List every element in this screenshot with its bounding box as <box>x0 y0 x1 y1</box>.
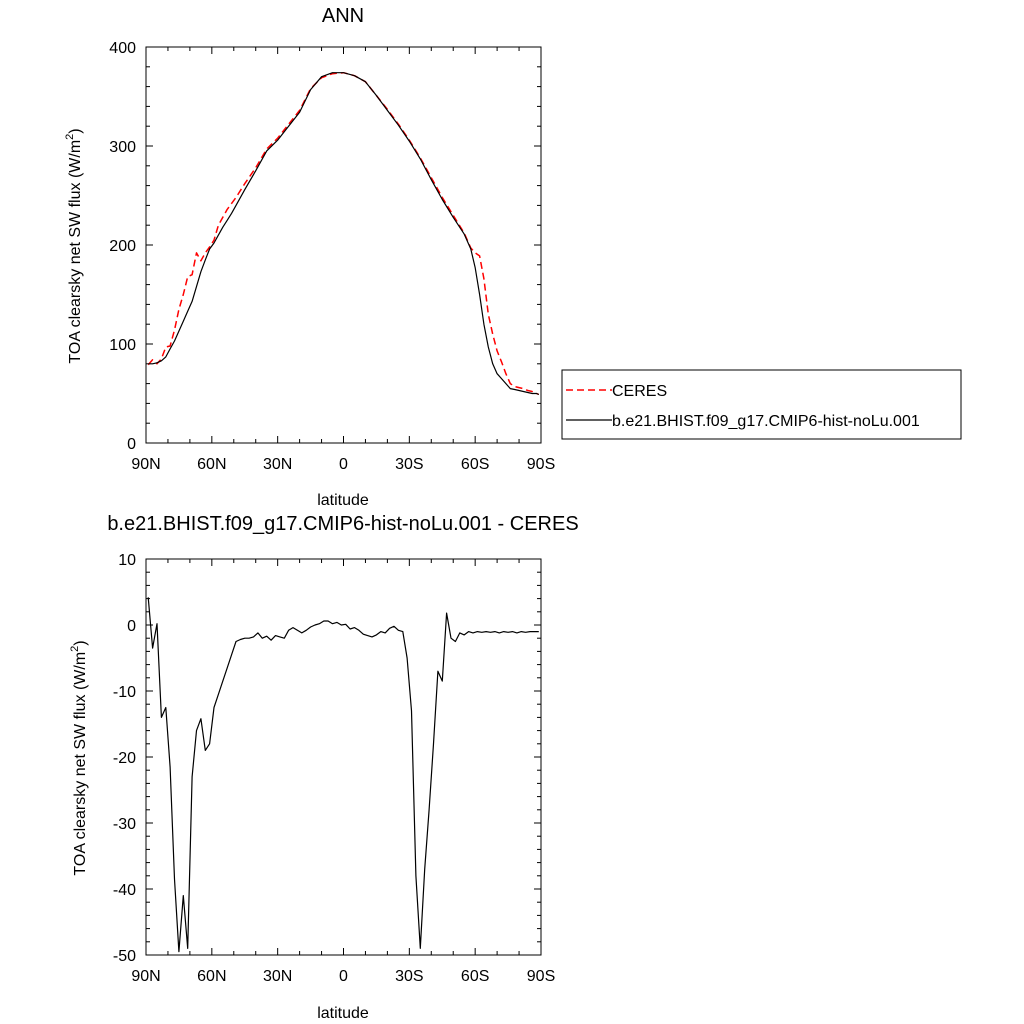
y-tick-label: 300 <box>109 139 136 156</box>
y-tick-label: -20 <box>113 750 136 767</box>
x-tick-label: 0 <box>339 968 348 985</box>
x-tick-label: 60S <box>461 456 489 473</box>
climatology-panel: ANN 90N 60N 30N 0 30S 60S 90S 0 100 200 300 400 lat… <box>64 5 962 509</box>
chart-title: ANN <box>322 5 364 27</box>
y-tick-label: 100 <box>109 337 136 354</box>
series-lines <box>147 71 540 396</box>
y-tick-label: -30 <box>113 816 136 833</box>
y-axis-label: TOA clearsky net SW flux (W/m2) <box>64 128 84 363</box>
legend-box <box>561 369 962 440</box>
difference-series-lines <box>147 597 539 953</box>
x-tick-label: 30N <box>263 456 292 473</box>
legend-label-model: b.e21.BHIST.f09_g17.CMIP6-hist-noLu.001 <box>612 413 920 430</box>
x-tick-label: 60N <box>197 968 226 985</box>
difference-axis-ticks: 90N 60N 30N 0 30S 60S 90S -50 -40 -30 -20 -10 0 10 <box>113 552 555 985</box>
x-axis-label: latitude <box>317 492 369 509</box>
difference-y-axis-label-main: TOA clearsky net SW flux (W/m <box>72 652 89 876</box>
difference-y-axis-label: TOA clearsky net SW flux (W/m2) <box>69 640 89 875</box>
y-tick-label: 0 <box>127 618 136 635</box>
y-tick-label: 200 <box>109 238 136 255</box>
difference-y-axis-label-end: ) <box>72 640 89 645</box>
axis-ticks: 90N 60N 30N 0 30S 60S 90S 0 100 200 300 400 <box>109 40 555 473</box>
x-tick-label: 90N <box>131 968 160 985</box>
x-tick-label: 90S <box>527 968 555 985</box>
x-tick-label: 90S <box>527 456 555 473</box>
difference-chart-title: b.e21.BHIST.f09_g17.CMIP6-hist-noLu.001 … <box>107 513 578 535</box>
difference-x-axis-label: latitude <box>317 1005 369 1022</box>
plot-area <box>145 46 542 444</box>
y-axis-label-superscript: 2 <box>64 134 76 140</box>
y-axis-label-end: ) <box>67 128 84 133</box>
y-tick-label: 10 <box>118 552 136 569</box>
x-tick-label: 0 <box>339 456 348 473</box>
difference-plot-area <box>145 558 542 956</box>
x-tick-label: 60N <box>197 456 226 473</box>
difference-y-axis-label-superscript: 2 <box>69 646 81 652</box>
legend: CERES b.e21.BHIST.f09_g17.CMIP6-hist-noL… <box>561 369 962 440</box>
x-tick-label: 60S <box>461 968 489 985</box>
y-axis-label-main: TOA clearsky net SW flux (W/m <box>67 140 84 364</box>
x-tick-label: 30S <box>395 968 423 985</box>
y-tick-label: -40 <box>113 882 136 899</box>
y-tick-label: -10 <box>113 684 136 701</box>
y-tick-label: 0 <box>127 436 136 453</box>
x-tick-label: 90N <box>131 456 160 473</box>
y-tick-label: -50 <box>113 948 136 965</box>
difference-panel: b.e21.BHIST.f09_g17.CMIP6-hist-noLu.001 … <box>69 513 579 1022</box>
series-line-difference <box>147 597 539 953</box>
series-line-model <box>148 72 540 396</box>
y-tick-label: 400 <box>109 40 136 57</box>
series-line-ceres <box>147 71 540 396</box>
x-tick-label: 30N <box>263 968 292 985</box>
x-tick-label: 30S <box>395 456 423 473</box>
legend-label-ceres: CERES <box>612 383 667 400</box>
